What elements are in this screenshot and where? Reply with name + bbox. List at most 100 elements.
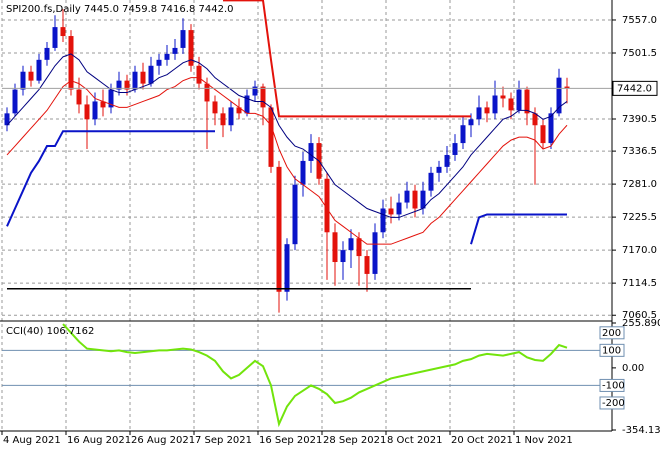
candle-body bbox=[12, 89, 18, 114]
candle-body bbox=[420, 190, 426, 209]
candle-body bbox=[332, 232, 338, 263]
y-tick-label: 7060.5 bbox=[622, 310, 657, 321]
indicator-line bbox=[6, 77, 568, 245]
candle-body bbox=[228, 107, 234, 126]
candle-body bbox=[452, 143, 458, 155]
candle-body bbox=[308, 143, 314, 161]
candle-body bbox=[364, 256, 370, 274]
candle-body bbox=[460, 125, 466, 144]
y-tick-label: 7501.5 bbox=[622, 48, 657, 59]
chart-title: SPI200.fs,Daily 7445.0 7459.8 7416.8 744… bbox=[6, 4, 233, 15]
candle-body bbox=[340, 250, 346, 263]
candle-body bbox=[140, 71, 146, 84]
candle-body bbox=[412, 190, 418, 209]
y-tick-label: 100 bbox=[602, 345, 621, 356]
candle-body bbox=[444, 154, 450, 167]
indicator-line bbox=[223, 0, 471, 118]
current-price-label: 7442.0 bbox=[617, 83, 652, 94]
candle-body bbox=[284, 244, 290, 292]
y-tick-label: -200 bbox=[602, 398, 625, 409]
x-tick-label: 26 Aug 2021 bbox=[131, 435, 195, 446]
candle-body bbox=[116, 80, 122, 90]
cci-line bbox=[62, 323, 568, 428]
candle-body bbox=[52, 27, 58, 48]
candle-body bbox=[556, 77, 562, 114]
candle-body bbox=[28, 71, 34, 81]
y-tick-label: 200 bbox=[602, 328, 621, 339]
candle-body bbox=[508, 98, 514, 111]
candle-body bbox=[388, 208, 394, 215]
candle-body bbox=[188, 30, 194, 66]
plot-layer bbox=[1, 0, 612, 435]
candle-body bbox=[220, 113, 226, 126]
candle-body bbox=[252, 86, 258, 96]
candle-body bbox=[196, 65, 202, 84]
level-box bbox=[599, 343, 625, 357]
candle-body bbox=[428, 172, 434, 191]
y-tick-label: 0.00 bbox=[622, 363, 644, 374]
y-tick-label: 7281.0 bbox=[622, 179, 657, 190]
candle-body bbox=[348, 238, 354, 251]
candle-body bbox=[244, 95, 250, 114]
candle-body bbox=[468, 119, 474, 126]
candle-body bbox=[36, 59, 42, 81]
candle-body bbox=[404, 190, 410, 203]
candle-body bbox=[204, 83, 210, 102]
candle-body bbox=[148, 65, 154, 84]
level-box bbox=[599, 396, 625, 410]
current-price-box bbox=[612, 80, 658, 96]
candle-body bbox=[380, 208, 386, 233]
y-tick-label: -100 bbox=[602, 380, 625, 391]
candle-body bbox=[372, 232, 378, 274]
candle-body bbox=[108, 89, 114, 108]
candle-body bbox=[516, 89, 522, 111]
candle-body bbox=[68, 36, 74, 90]
candle-body bbox=[532, 113, 538, 126]
y-tick-label: 7114.5 bbox=[622, 278, 657, 289]
candle-body bbox=[180, 30, 186, 48]
candle-body bbox=[500, 95, 506, 99]
indicator-line bbox=[6, 130, 215, 227]
candle-body bbox=[60, 27, 66, 37]
x-tick-label: 20 Oct 2021 bbox=[451, 435, 513, 446]
candle-body bbox=[132, 71, 138, 90]
candle-body bbox=[44, 47, 50, 60]
y-tick-label: 7170.0 bbox=[622, 245, 657, 256]
indicator-line bbox=[470, 213, 567, 245]
candle-body bbox=[300, 160, 306, 185]
candle-body bbox=[484, 107, 490, 114]
candle-body bbox=[524, 89, 530, 114]
candle-body bbox=[276, 166, 282, 292]
candle-body bbox=[324, 178, 330, 233]
candle-body bbox=[476, 107, 482, 120]
candle-body bbox=[548, 113, 554, 144]
candle-body bbox=[492, 95, 498, 114]
indicator-title: CCI(40) 106.7162 bbox=[6, 326, 94, 337]
candle-body bbox=[236, 107, 242, 114]
indicator-line bbox=[6, 53, 568, 218]
y-tick-label: 7225.5 bbox=[622, 212, 657, 223]
candle-body bbox=[172, 47, 178, 54]
y-tick-label: 7336.5 bbox=[622, 146, 657, 157]
x-tick-label: 8 Oct 2021 bbox=[387, 435, 442, 446]
x-tick-label: 1 Nov 2021 bbox=[515, 435, 573, 446]
x-tick-label: 4 Aug 2021 bbox=[3, 435, 61, 446]
candle-body bbox=[100, 101, 106, 108]
x-tick-label: 28 Sep 2021 bbox=[323, 435, 386, 446]
level-box bbox=[599, 378, 625, 392]
level-box bbox=[599, 326, 625, 340]
candle-body bbox=[84, 104, 90, 120]
candle-body bbox=[212, 101, 218, 114]
y-tick-label: -354.135 bbox=[622, 425, 660, 436]
y-tick-label: 7557.0 bbox=[622, 15, 657, 26]
y-tick-label: 7390.5 bbox=[622, 114, 657, 125]
candle-body bbox=[92, 101, 98, 120]
candle-body bbox=[356, 238, 362, 257]
candle-body bbox=[164, 53, 170, 60]
candle-body bbox=[20, 71, 26, 90]
candle-body bbox=[156, 59, 162, 66]
candle-body bbox=[76, 89, 82, 105]
candle-body bbox=[436, 166, 442, 173]
